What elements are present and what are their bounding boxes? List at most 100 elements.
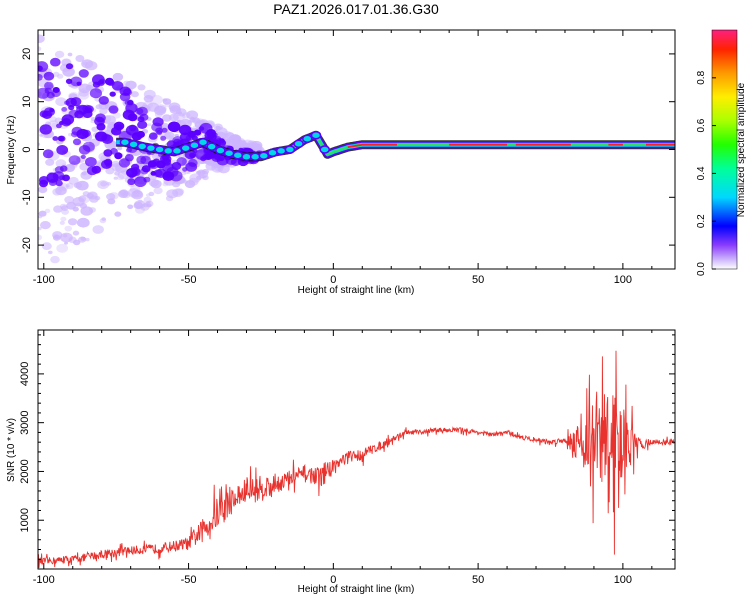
spectrum-noise-blob <box>60 216 67 222</box>
snr-y-ticks: 1000 2000 3000 4000 <box>19 334 675 560</box>
spectrum-blob <box>176 157 187 166</box>
spectrum-noise-blob <box>114 211 122 217</box>
spectrum-noise-blob <box>56 243 69 253</box>
spectrum-blob <box>56 123 62 129</box>
spectrogram-plot-area <box>38 34 675 264</box>
spectrum-noise-blob <box>52 188 62 196</box>
spectrum-blob <box>169 170 183 182</box>
track-knot <box>189 140 200 150</box>
y-tick-label: -10 <box>21 189 33 205</box>
spectrum-noise-blob <box>129 185 141 194</box>
spectrum-blob <box>163 171 172 179</box>
spectrum-blob <box>129 173 135 179</box>
snr-x-axis-label: Height of straight line (km) <box>298 584 415 595</box>
spectrum-noise-blob <box>158 108 165 114</box>
spectrum-noise-blob <box>38 210 47 217</box>
spectrum-blob <box>137 120 148 129</box>
x-tick-label: 50 <box>472 274 484 286</box>
track-knot <box>310 130 322 140</box>
spectrum-noise-blob <box>134 200 146 209</box>
spectrum-blob <box>207 133 215 140</box>
spectrum-blob <box>42 149 54 159</box>
track-knot <box>180 143 191 153</box>
spectrum-noise-blob <box>41 242 52 251</box>
spectrum-blob <box>111 81 124 91</box>
track-knot <box>275 146 287 156</box>
spectrum-blob <box>178 124 192 136</box>
spectrum-blob <box>113 121 125 131</box>
x-tick-label: -50 <box>181 274 197 286</box>
spectrum-noise-blob <box>82 191 90 197</box>
spectrum-blob <box>76 104 89 115</box>
spectrum-blob <box>71 126 83 136</box>
spectrum-noise-blob <box>197 169 206 176</box>
spectrum-noise-blob <box>99 108 108 115</box>
spectrum-noise-blob <box>147 123 152 127</box>
spectrum-noise-blob <box>234 142 242 148</box>
spectrum-noise-blob <box>66 201 77 210</box>
spectrum-blob <box>51 89 61 98</box>
spectrum-noise-blob <box>143 89 156 99</box>
x-tick-label: -100 <box>33 574 55 586</box>
spectrum-blob <box>82 141 95 152</box>
spectrum-blob <box>143 176 151 183</box>
spectrum-noise-blob <box>60 232 73 243</box>
spectrum-noise-blob <box>150 94 163 105</box>
spectrum-blob <box>65 63 74 70</box>
spectrogram-y-ticks: -20 -10 0 10 20 <box>21 48 675 253</box>
spectrum-blob <box>85 157 97 167</box>
spectrum-blob <box>167 121 181 133</box>
spectrum-noise-blob <box>38 234 43 241</box>
track-knot <box>302 134 313 143</box>
y-tick-label: 0 <box>21 146 33 152</box>
spectrum-noise-blob <box>39 133 44 137</box>
spectrum-blob <box>151 122 163 132</box>
spectrum-noise-blob <box>182 179 188 184</box>
spectrum-noise-blob <box>50 255 60 264</box>
spectrum-noise-blob <box>192 125 201 131</box>
x-tick-label: 100 <box>614 574 632 586</box>
spectrum-noise-blob <box>201 175 206 179</box>
spectrum-blob <box>86 166 98 176</box>
colorbar: 0.0 0.2 0.4 0.6 0.8 Normalized spectral ampl… <box>696 29 747 276</box>
spectrum-noise-blob <box>169 113 179 122</box>
spectrum-noise-blob <box>54 50 65 59</box>
spectrum-blob <box>46 172 59 183</box>
x-tick-label: 0 <box>330 574 336 586</box>
track-knot <box>163 146 174 156</box>
spectrum-blob <box>132 168 141 176</box>
track-knot <box>197 138 209 147</box>
spectrum-noise-blob <box>105 167 115 175</box>
y-tick-label: 4000 <box>19 362 31 386</box>
spectrum-noise-blob <box>40 221 51 230</box>
spectrum-noise-blob <box>49 116 57 123</box>
spectrum-noise-blob <box>127 188 141 198</box>
spectrum-noise-blob <box>55 97 67 107</box>
track-knot <box>293 139 304 149</box>
spectrum-noise-blob <box>164 131 175 140</box>
spectrum-blob <box>109 91 116 97</box>
spectrum-noise-blob <box>172 180 181 188</box>
spectrum-noise-blob <box>215 166 221 172</box>
chart-title: PAZ1.2026.017.01.36.G30 <box>273 1 439 17</box>
spectrum-noise-blob <box>52 71 60 77</box>
spectrum-noise-blob <box>45 158 55 166</box>
spectrum-blob <box>161 155 169 161</box>
x-tick-label: 0 <box>330 274 336 286</box>
spectrum-noise-blob <box>196 175 202 180</box>
track-knot <box>136 142 148 151</box>
spectrum-noise-blob <box>38 34 45 43</box>
spectrum-blob <box>153 169 163 178</box>
spectrum-noise-blob <box>147 102 160 112</box>
spectrogram-y-axis-label: Frequency (Hz) <box>6 116 17 185</box>
spectrum-noise-blob <box>97 180 109 190</box>
spectrum-noise-blob <box>38 226 42 231</box>
spectrum-blob <box>156 160 166 169</box>
y-tick-label: 1000 <box>19 508 31 532</box>
spectrum-noise-blob <box>233 136 241 142</box>
spectrum-noise-blob <box>73 239 81 246</box>
spectrum-blob <box>160 135 167 141</box>
spectrum-blob <box>38 61 49 73</box>
